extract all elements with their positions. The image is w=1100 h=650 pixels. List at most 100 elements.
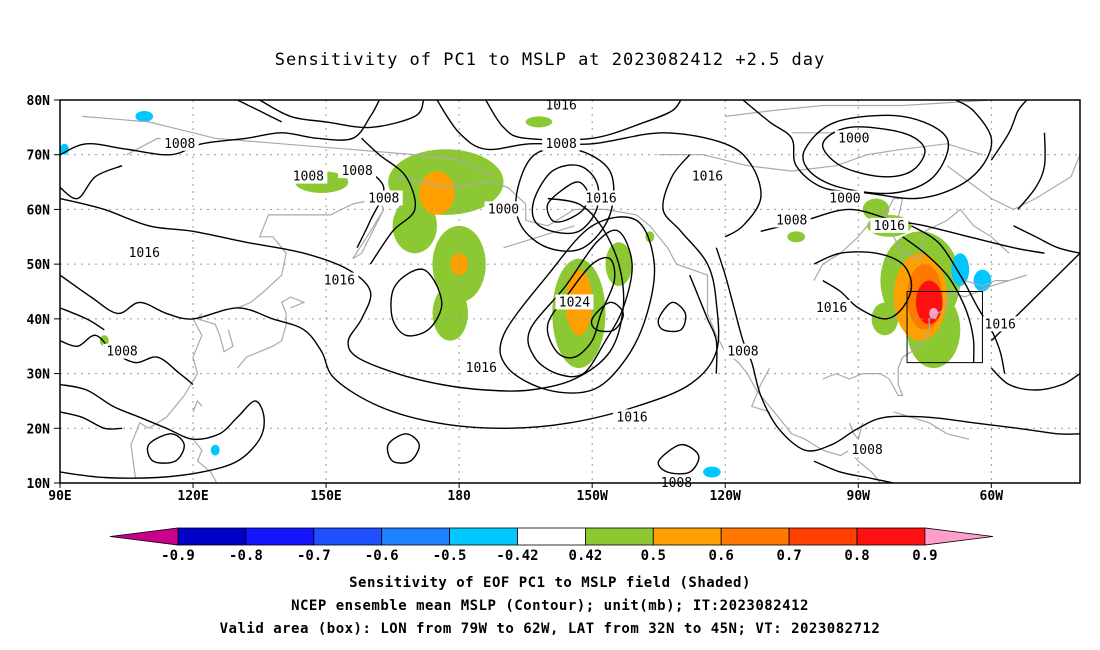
colorbar-label: 0.8 xyxy=(844,548,869,564)
isobar-label-bg xyxy=(834,130,873,146)
coastline xyxy=(396,176,509,189)
lon-label: 150E xyxy=(310,489,341,504)
isobar-line xyxy=(60,334,194,386)
valid-area-box xyxy=(906,291,983,364)
isobar-label: 1008 xyxy=(341,164,372,179)
isobar-label: 1008 xyxy=(776,213,807,228)
isobar-label-bg xyxy=(772,212,811,228)
isobar-line xyxy=(60,100,380,156)
isobar-label: 1016 xyxy=(585,191,616,206)
isobar-label: 1016 xyxy=(985,317,1016,332)
lat-label: 70N xyxy=(27,149,51,164)
isobar-label-bg xyxy=(542,135,581,151)
isobar-line xyxy=(802,114,950,195)
coastline xyxy=(352,209,385,260)
isobar-line xyxy=(361,137,416,265)
isobar-line xyxy=(60,383,265,479)
isobar-label: 1016 xyxy=(692,170,723,185)
isobar-label-bg xyxy=(289,168,328,184)
lon-label: 150W xyxy=(577,489,608,504)
colorbar-swatch xyxy=(449,527,518,546)
isobar-label-bg xyxy=(364,190,403,206)
isobar-label: 1000 xyxy=(838,131,869,146)
colorbar-label: -0.8 xyxy=(229,548,263,564)
isobar-line xyxy=(990,367,1080,391)
sensitivity-patch xyxy=(973,269,992,292)
sensitivity-patch xyxy=(60,143,69,155)
isobar-line xyxy=(60,411,123,430)
isobar-line xyxy=(60,307,105,331)
colorbar-swatch xyxy=(720,527,790,546)
isobar-label: 1016 xyxy=(816,301,847,316)
isobar-line xyxy=(657,443,700,475)
isobar-line xyxy=(1013,225,1080,254)
isobar-line xyxy=(689,274,718,374)
colorbar-swatch xyxy=(381,527,451,546)
isobar-label: 1016 xyxy=(616,410,647,425)
lat-lon-grid xyxy=(60,100,1080,483)
lon-label: 120E xyxy=(177,489,208,504)
sensitivity-patch xyxy=(787,231,806,243)
caption-line-3: Valid area (box): LON from 79W to 62W, L… xyxy=(219,621,881,637)
isobar-label-bg xyxy=(582,190,621,206)
coastline xyxy=(507,187,881,483)
coastline xyxy=(196,313,234,353)
isobar-line xyxy=(911,225,1006,374)
coastline xyxy=(237,197,385,309)
coastline xyxy=(848,422,864,441)
isobar-label-bg xyxy=(160,135,199,151)
caption-line-1: Sensitivity of EOF PC1 to MSLP field (Sh… xyxy=(349,575,751,591)
isobar-label: 1024 xyxy=(559,295,590,310)
colorbar-swatch xyxy=(517,527,586,546)
colorbar-label: 0.9 xyxy=(912,548,937,564)
isobar-label-bg xyxy=(103,343,142,359)
isobar-line xyxy=(386,433,420,464)
isobar-label-bg xyxy=(555,294,594,310)
sensitivity-patch xyxy=(419,171,455,215)
isobar-line xyxy=(546,256,616,359)
colorbar-label: -0.42 xyxy=(496,548,538,564)
coastline xyxy=(192,438,218,483)
isobar-label: 1008 xyxy=(727,345,758,360)
isobar-label-bg xyxy=(484,201,523,217)
colorbar-swatch xyxy=(245,527,315,546)
colorbar-arrow-high xyxy=(924,527,993,546)
isobar-label: 1008 xyxy=(368,191,399,206)
colorbar-label: 0.42 xyxy=(569,548,603,564)
isobar-label-bg xyxy=(812,299,851,315)
sensitivity-patch xyxy=(99,335,109,347)
coastline xyxy=(130,318,203,478)
colorbar-label: -0.7 xyxy=(297,548,331,564)
isobar-label-bg xyxy=(825,190,864,206)
colorbar-swatch xyxy=(652,527,722,546)
colorbar-arrow-low xyxy=(109,527,179,546)
coastline xyxy=(822,279,1009,397)
lon-label: 180 xyxy=(447,489,471,504)
isobar-line xyxy=(531,164,600,235)
lat-label: 80N xyxy=(27,94,51,109)
lon-label: 90W xyxy=(847,489,871,504)
map-frame xyxy=(59,99,1081,484)
colorbar-label: -0.6 xyxy=(365,548,399,564)
isobar-line xyxy=(237,100,283,123)
isobar-label: 1008 xyxy=(545,137,576,152)
isobar-line xyxy=(546,181,589,223)
colorbar-swatch xyxy=(788,527,858,546)
colorbar-swatch xyxy=(313,527,383,546)
isobar-line xyxy=(813,251,913,320)
isobar-line xyxy=(60,197,625,392)
coastline xyxy=(750,367,771,413)
coastline xyxy=(946,154,1080,211)
isobar-label: 1016 xyxy=(545,98,576,113)
sensitivity-patch xyxy=(951,253,970,287)
isobar-line xyxy=(485,100,682,141)
isobar-label: 1008 xyxy=(164,137,195,152)
lat-label: 30N xyxy=(27,368,51,383)
isobar-line xyxy=(436,100,762,238)
lat-label: 60N xyxy=(27,203,51,218)
isobar-label: 1016 xyxy=(324,274,355,289)
isobar-label-bg xyxy=(125,245,164,261)
sensitivity-patch xyxy=(703,466,721,478)
isobar-label-bg xyxy=(613,409,652,425)
